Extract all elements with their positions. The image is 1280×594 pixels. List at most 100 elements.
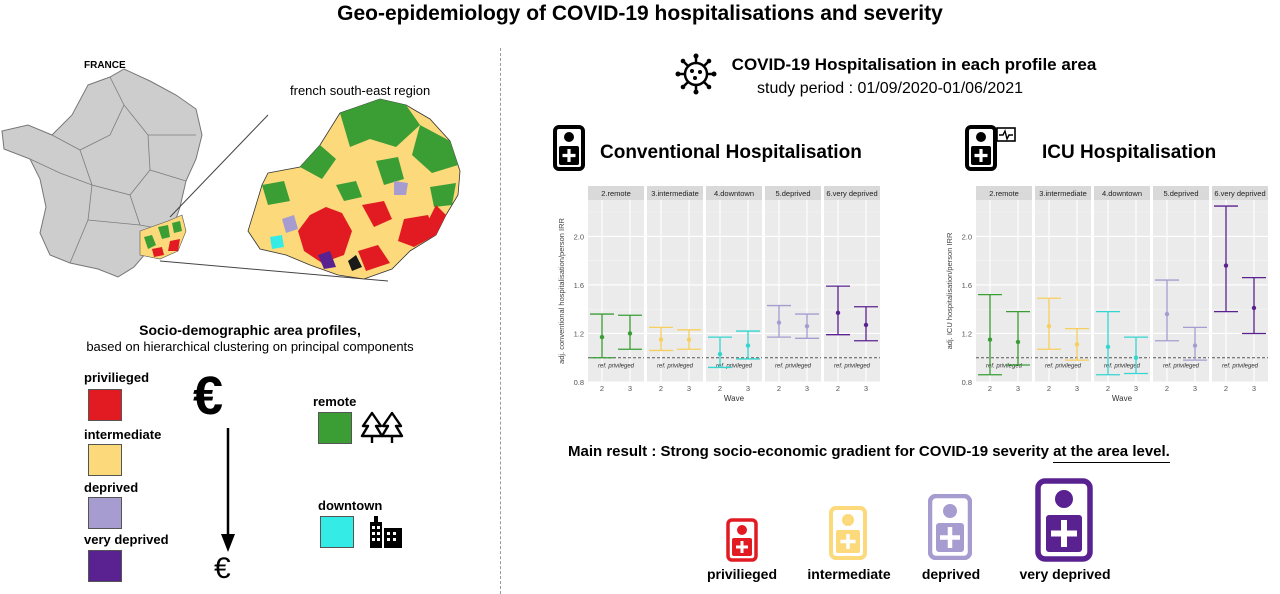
reference-label: ref. privileged (1222, 364, 1259, 370)
y-tick-label: 0.8 (962, 378, 972, 387)
reference-label: ref. privileged (1045, 364, 1082, 370)
x-tick-label: 2 (1165, 384, 1169, 393)
patient-bed-icon (553, 125, 585, 171)
data-point (1164, 311, 1170, 317)
legend-swatch-intermediate (88, 444, 122, 476)
reference-label: ref. privileged (716, 364, 753, 370)
facet-label: 5.deprived (775, 189, 810, 198)
y-tick-label: 1.6 (962, 281, 972, 290)
euro-small-icon: € (214, 552, 231, 585)
facet-strip (706, 186, 762, 200)
data-point (835, 310, 841, 316)
facet-panel (1212, 200, 1268, 382)
y-tick-label: 1.2 (574, 329, 584, 338)
gradient-arrow-icon (221, 428, 235, 552)
icu-section-title: ICU Hospitalisation (1042, 142, 1217, 163)
south-east-region-small (139, 214, 187, 260)
facet-label: 3.intermediate (651, 189, 699, 198)
hospitalisation-title: COVID-19 Hospitalisation in each profile… (731, 55, 1097, 74)
x-tick-label: 3 (1075, 384, 1079, 393)
legend-label-deprived: deprived (84, 480, 139, 495)
legend-label-downtown: downtown (318, 498, 383, 513)
x-tick-label: 2 (718, 384, 722, 393)
facet-strip (765, 186, 821, 200)
severity-icon-intermediate (829, 506, 867, 560)
severity-icon-privileged (726, 518, 758, 562)
severity-label-intermediate: intermediate (807, 566, 891, 582)
data-point (745, 343, 751, 348)
virus-icon (675, 53, 717, 95)
facet-strip (1094, 186, 1150, 200)
severity-label-deprived: deprived (921, 566, 981, 582)
facet-panel (976, 200, 1032, 382)
facet-label: 2.remote (601, 189, 631, 198)
x-tick-label: 2 (659, 384, 663, 393)
x-tick-label: 3 (628, 384, 632, 393)
x-tick-label: 3 (1252, 384, 1256, 393)
facet-panel (824, 200, 880, 382)
y-axis-label: adj. ICU hospitalisation/person IRR (945, 232, 954, 349)
legend-label-privileged: privilieged (84, 370, 150, 385)
facet-panel (647, 200, 703, 382)
euro-large-icon: € (193, 366, 224, 426)
facet-strip (1035, 186, 1091, 200)
reference-label: ref. privileged (834, 364, 871, 370)
legend-label-intermediate: intermediate (84, 427, 162, 442)
map-country-label: FRANCE (84, 60, 126, 71)
facet-strip (588, 186, 644, 200)
profiles-title: Socio-demographic area profiles, (139, 322, 361, 338)
region-borders (29, 76, 196, 264)
legend-swatch-privileged (88, 389, 122, 421)
facet-strip (647, 186, 703, 200)
x-tick-label: 2 (988, 384, 992, 393)
legend-swatch-remote (318, 412, 352, 444)
facet-panel (765, 200, 821, 382)
france-map (1, 68, 461, 282)
reference-label: ref. privileged (1163, 364, 1200, 370)
data-point (627, 331, 633, 336)
trees-icon (360, 411, 404, 443)
legend-swatch-downtown (320, 516, 354, 548)
legend-swatch-deprived (88, 497, 122, 529)
facet-panel (1094, 200, 1150, 382)
facet-panel (706, 200, 762, 382)
facet-label: 5.deprived (1163, 189, 1198, 198)
icu-chart: adj. ICU hospitalisation/person IRR 0.8 1.… (945, 186, 1268, 403)
data-point (863, 322, 869, 328)
x-tick-label: 3 (1016, 384, 1020, 393)
facet-label: 2.remote (989, 189, 1019, 198)
profiles-subtitle: based on hierarchical clustering on prin… (86, 339, 414, 354)
page-title: Geo-epidemiology of COVID-19 hospitalisa… (337, 2, 943, 25)
facet-label: 4.downtown (1102, 189, 1142, 198)
legend-swatch-very-deprived (88, 550, 122, 582)
x-tick-label: 2 (1047, 384, 1051, 393)
section-divider (500, 48, 501, 594)
data-point (717, 351, 723, 357)
data-point (686, 337, 692, 342)
data-point (776, 320, 782, 325)
x-tick-label: 2 (1224, 384, 1228, 393)
reference-label: ref. privileged (657, 364, 694, 370)
data-point (987, 337, 993, 342)
severity-icon-very-deprived (1035, 478, 1093, 562)
reference-label: ref. privileged (775, 364, 812, 370)
severity-label-very-deprived: very deprived (1019, 566, 1111, 582)
data-point (1251, 305, 1257, 311)
data-point (599, 334, 605, 340)
data-point (1192, 343, 1198, 348)
y-tick-label: 0.8 (574, 378, 584, 387)
facet-label: 4.downtown (714, 189, 754, 198)
y-tick-label: 2.0 (574, 232, 584, 241)
data-point (1223, 263, 1229, 268)
x-tick-label: 2 (836, 384, 840, 393)
main-result: Main result : Strong socio-economic grad… (568, 443, 1170, 463)
x-tick-label: 3 (805, 384, 809, 393)
buildings-icon (370, 516, 402, 548)
data-point (1074, 342, 1080, 347)
x-axis-label: Wave (1112, 394, 1133, 403)
reference-label: ref. privileged (986, 364, 1023, 370)
facet-strip (976, 186, 1032, 200)
y-axis-label: adj. conventional hospitalisation/person… (557, 217, 566, 364)
facet-panel (1153, 200, 1209, 382)
legend-label-very-deprived: very deprived (84, 532, 169, 547)
